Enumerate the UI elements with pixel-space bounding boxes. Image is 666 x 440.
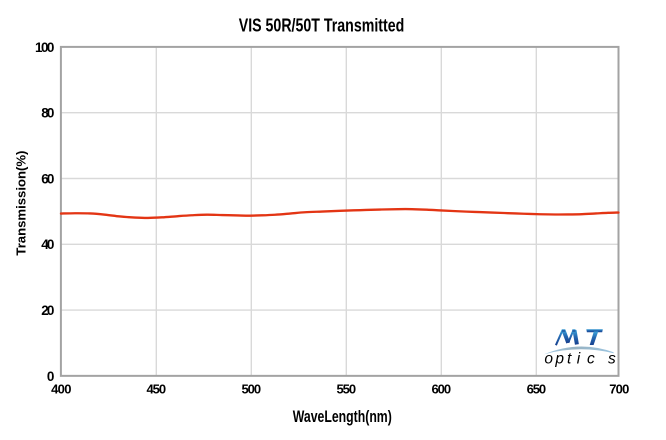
svg-text:o: o [544,351,553,368]
svg-text:Transmission(%): Transmission(%) [13,151,28,256]
svg-text:i: i [577,351,581,368]
svg-text:450: 450 [147,381,167,396]
svg-text:p: p [554,351,564,368]
svg-text:700: 700 [609,381,629,396]
svg-text:20: 20 [41,303,54,318]
svg-text:WaveLength(nm): WaveLength(nm) [293,407,392,426]
svg-text:s: s [608,351,616,368]
svg-text:400: 400 [51,381,71,396]
svg-text:60: 60 [41,171,54,186]
svg-text:500: 500 [242,381,261,396]
svg-text:VIS 50R/50T Transmitted: VIS 50R/50T Transmitted [239,16,405,36]
svg-text:100: 100 [35,40,54,55]
svg-text:t: t [567,351,572,368]
svg-text:c: c [587,351,595,368]
svg-text:40: 40 [41,237,54,252]
svg-text:0: 0 [47,369,55,384]
svg-text:550: 550 [337,381,357,396]
svg-text:600: 600 [432,381,452,396]
svg-text:650: 650 [527,381,547,396]
svg-text:80: 80 [41,106,54,121]
